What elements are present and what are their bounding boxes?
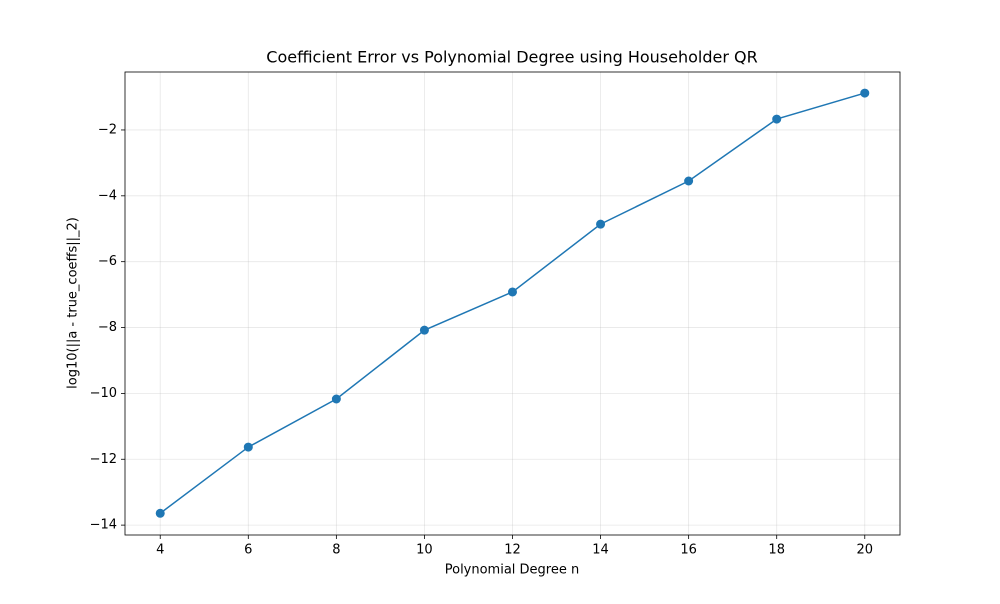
data-point — [860, 88, 870, 98]
x-tick-label: 12 — [504, 543, 521, 558]
x-tick-label: 6 — [244, 543, 252, 558]
data-point — [508, 287, 517, 297]
x-tick-label: 10 — [416, 543, 433, 558]
data-point — [155, 508, 165, 518]
y-tick-label: −10 — [90, 386, 117, 401]
data-point — [772, 114, 782, 124]
y-axis-label: log10(||a - true_coeffs||_2) — [66, 217, 81, 389]
y-tick-label: −12 — [90, 452, 117, 467]
y-tick-label: −14 — [90, 518, 117, 533]
data-point — [419, 325, 429, 335]
x-axis-label: Polynomial Degree n — [445, 563, 580, 578]
y-tick-label: −4 — [98, 188, 117, 203]
x-tick-label: 20 — [856, 543, 873, 558]
y-tick-label: −8 — [98, 320, 117, 335]
chart-title: Coefficient Error vs Polynomial Degree u… — [266, 48, 757, 67]
plot-frame — [124, 71, 901, 536]
x-tick-label: 18 — [768, 543, 785, 558]
x-tick-label: 14 — [592, 543, 609, 558]
x-tick-label: 16 — [680, 543, 697, 558]
y-tick-label: −2 — [98, 122, 117, 137]
data-point — [596, 219, 606, 229]
x-tick-label: 8 — [332, 543, 340, 558]
data-point — [331, 394, 341, 404]
x-tick-label: 4 — [156, 543, 164, 558]
y-tick-label: −6 — [98, 254, 117, 269]
data-point — [243, 442, 253, 452]
data-point — [684, 176, 694, 186]
